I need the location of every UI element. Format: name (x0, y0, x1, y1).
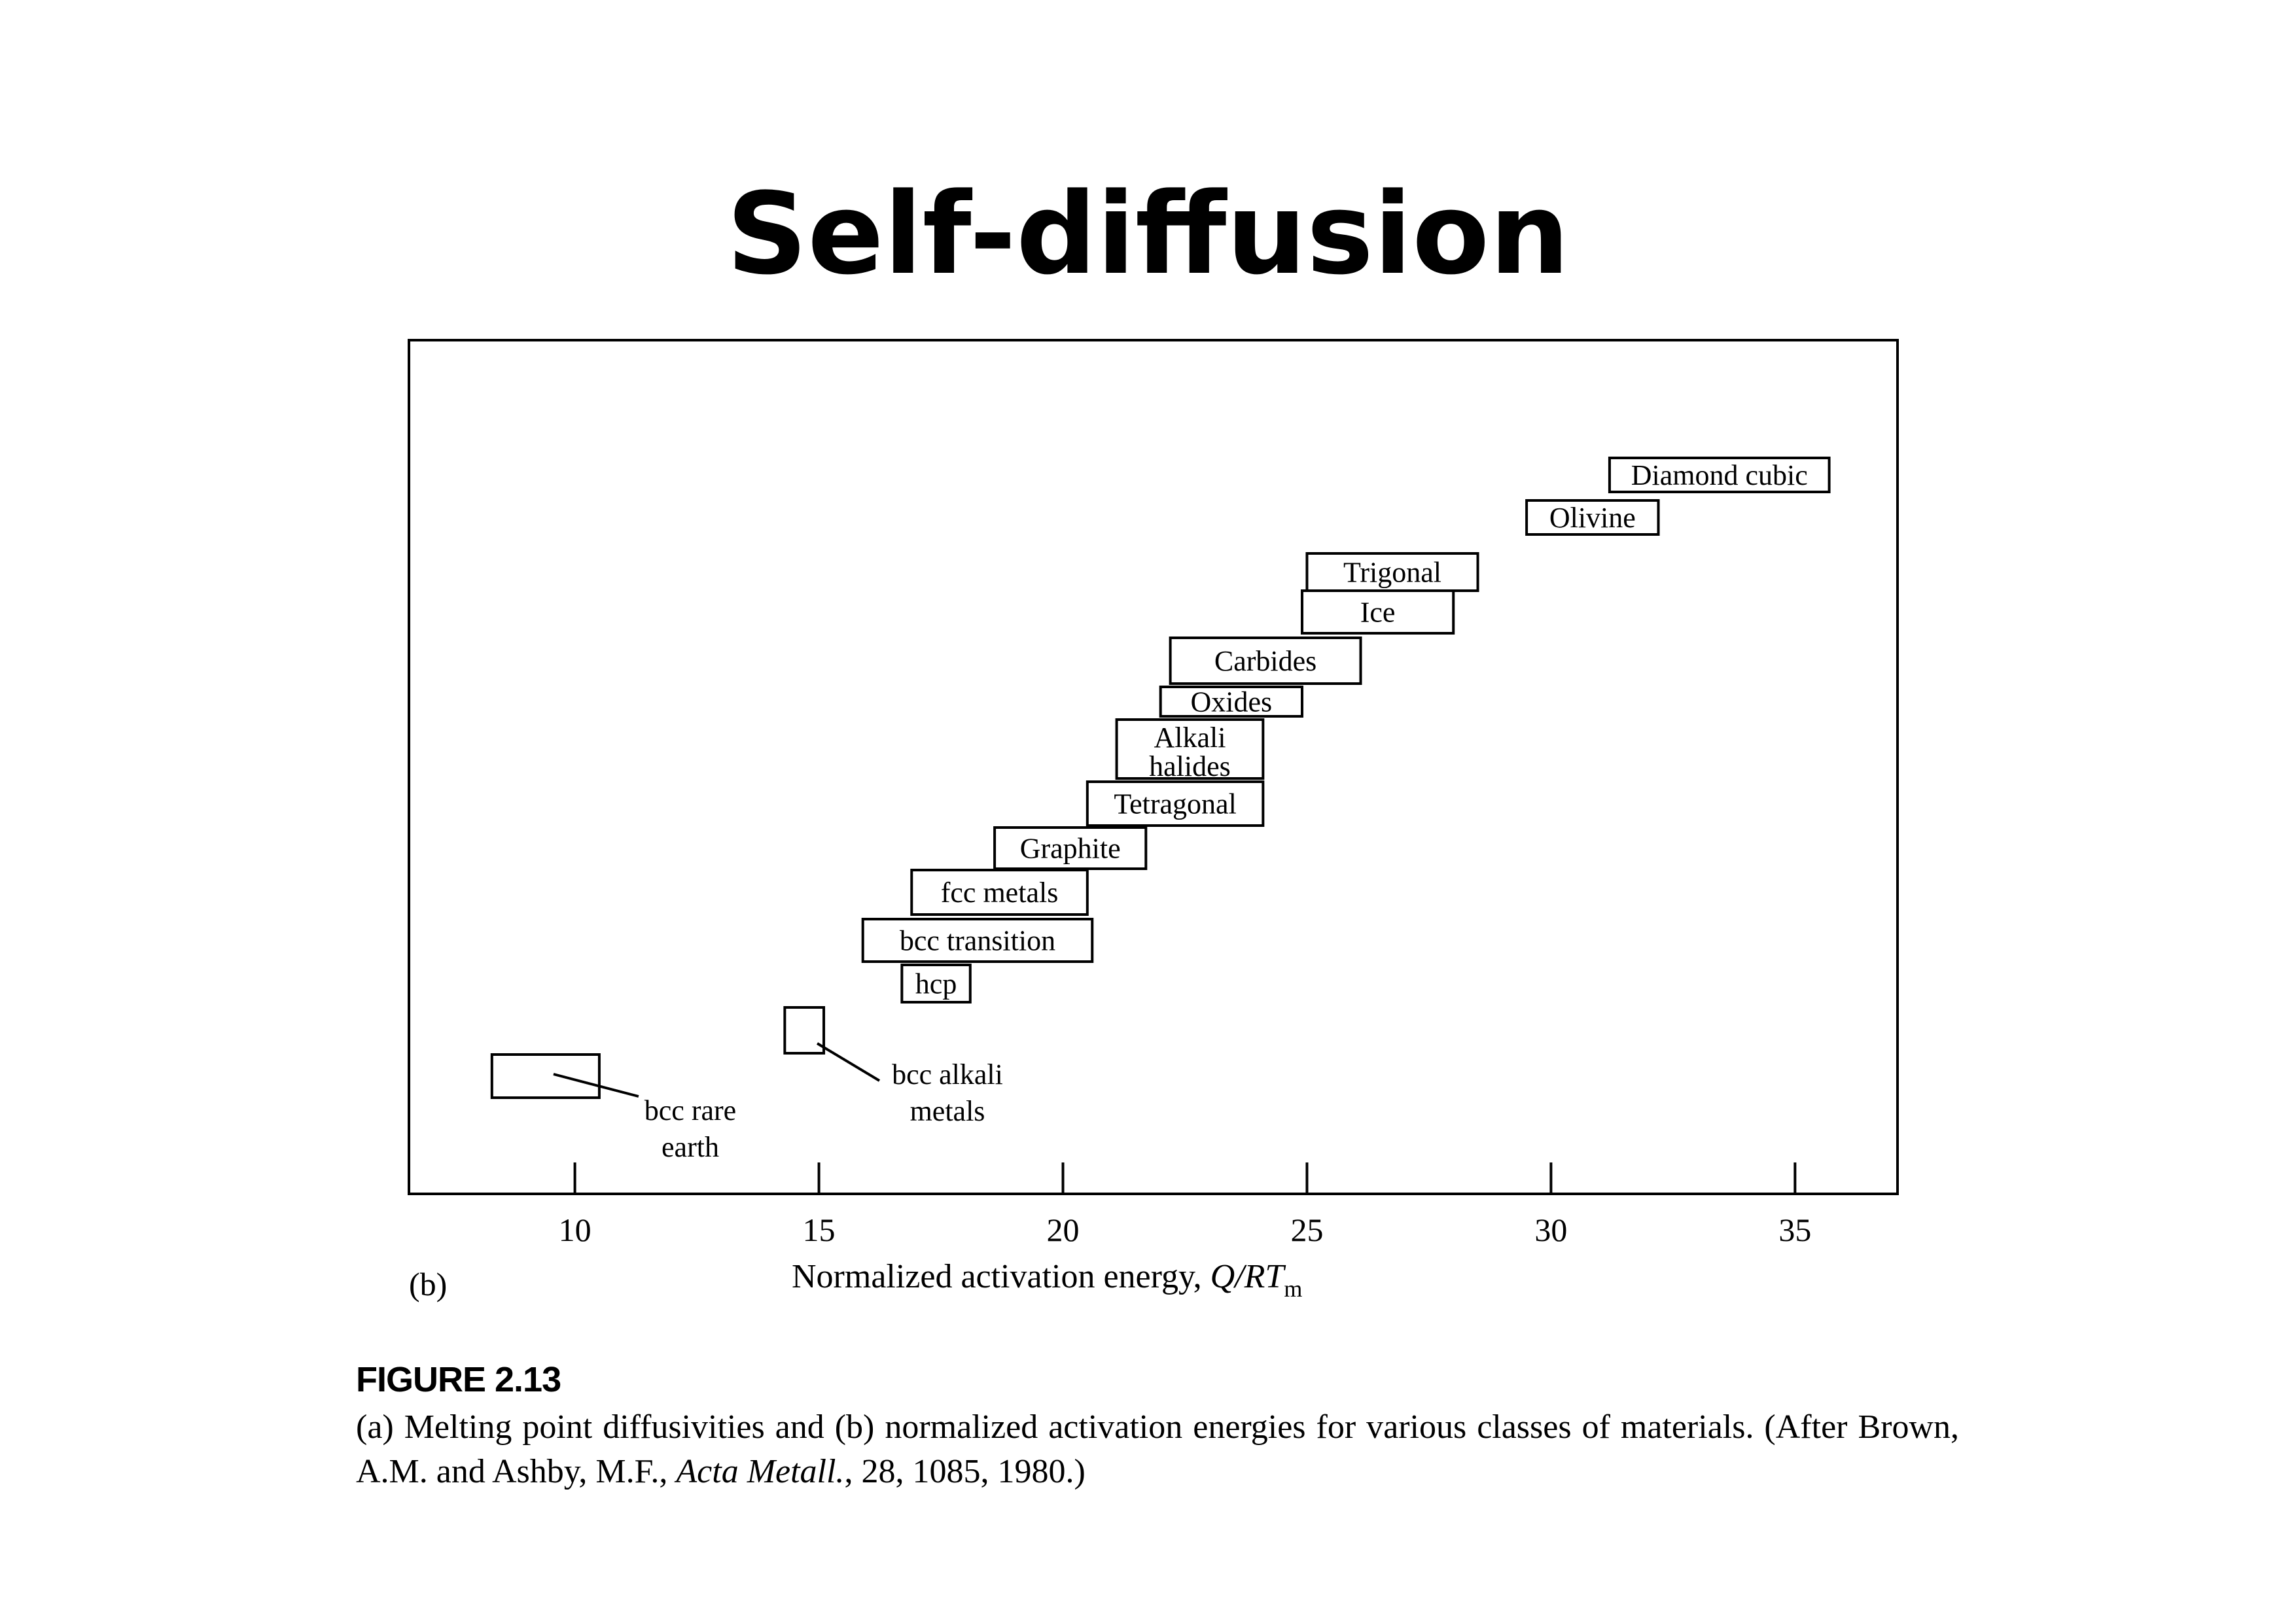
range-box-alkali-halides (1115, 718, 1265, 780)
range-label-bcc-alkali-metals: bcc alkali metals (892, 1058, 1003, 1127)
leader-bcc-rare-earth (553, 1073, 639, 1098)
range-ice: Ice (1301, 589, 1455, 635)
range-bcc-alkali-metals: bcc alkali metals (783, 1006, 1003, 1127)
range-box-bcc-transition (861, 918, 1094, 963)
x-tick-label-35: 35 (1778, 1212, 1811, 1248)
range-label-carbides: Carbides (1214, 645, 1316, 677)
range-label-diamond-cubic: Diamond cubic (1631, 459, 1808, 491)
range-box-ice (1301, 589, 1455, 635)
range-box-carbides (1169, 637, 1362, 685)
range-box-oxides (1159, 686, 1303, 718)
figure-caption-journal: Acta Metall. (676, 1453, 845, 1490)
range-box-hcp (900, 964, 972, 1003)
range-fcc-metals: fcc metals (910, 869, 1089, 916)
range-diamond-cubic: Diamond cubic (1608, 457, 1831, 493)
range-label-oxides: Oxides (1191, 686, 1273, 718)
range-olivine: Olivine (1525, 499, 1660, 536)
plot-frame (408, 339, 1899, 1195)
range-label-bcc-transition: bcc transition (900, 925, 1055, 957)
range-box-bcc-rare-earth (490, 1053, 601, 1099)
range-alkali-halides: Alkali halides (1115, 718, 1265, 782)
range-hcp: hcp (900, 964, 972, 1003)
x-tick-label-20: 20 (1047, 1212, 1080, 1248)
range-carbides: Carbides (1169, 637, 1362, 685)
leader-bcc-alkali-metals (816, 1042, 881, 1082)
range-box-graphite (993, 826, 1148, 870)
range-box-olivine (1525, 499, 1660, 536)
x-axis-label-text: Normalized activation energy, (792, 1258, 1210, 1295)
range-box-trigonal (1305, 552, 1479, 592)
x-axis-label-subscript: m (1284, 1276, 1302, 1302)
range-tetragonal: Tetragonal (1086, 780, 1265, 827)
range-box-tetragonal (1086, 780, 1265, 827)
range-label-tetragonal: Tetragonal (1114, 788, 1237, 820)
slide-title: Self-diffusion (726, 168, 1570, 300)
range-label-alkali-halides: Alkali halides (1149, 722, 1231, 782)
range-label-bcc-rare-earth: bcc rare earth (645, 1094, 736, 1163)
x-axis-label-math: Q/RT (1210, 1258, 1286, 1295)
x-tick-label-10: 10 (559, 1212, 592, 1248)
range-label-trigonal: Trigonal (1343, 557, 1441, 589)
range-bcc-rare-earth: bcc rare earth (490, 1053, 736, 1163)
range-box-diamond-cubic (1608, 457, 1831, 493)
x-axis-ticks (573, 1162, 1797, 1194)
panel-label: (b) (409, 1266, 447, 1302)
range-graphite: Graphite (993, 826, 1148, 870)
range-box-fcc-metals (910, 869, 1089, 916)
range-label-ice: Ice (1360, 597, 1396, 629)
x-axis-label: Normalized activation energy, Q/RTm (792, 1258, 1302, 1302)
x-tick-label-30: 30 (1534, 1212, 1567, 1248)
range-box-bcc-alkali-metals (783, 1006, 826, 1055)
range-trigonal: Trigonal (1305, 552, 1479, 592)
x-axis-tick-labels: 10 15 20 25 30 35 (559, 1212, 1812, 1248)
figure-number: FIGURE 2.13 (356, 1360, 561, 1399)
material-ranges: Diamond cubic Olivine Trigonal Ice Carbides O… (490, 457, 1831, 1163)
x-tick-label-25: 25 (1290, 1212, 1323, 1248)
range-label-graphite: Graphite (1020, 833, 1121, 865)
range-label-fcc-metals: fcc metals (941, 877, 1059, 909)
range-oxides: Oxides (1159, 686, 1303, 718)
range-label-hcp: hcp (915, 968, 957, 1000)
figure-caption-citation: , 28, 1085, 1980.) (844, 1453, 1086, 1490)
range-bcc-transition: bcc transition (861, 918, 1094, 963)
figure-caption: (a) Melting point diffusivities and (b) … (356, 1405, 1959, 1494)
x-tick-label-15: 15 (803, 1212, 836, 1248)
range-label-olivine: Olivine (1549, 502, 1636, 534)
figure-caption-text: (a) Melting point diffusivities and (b) … (356, 1408, 1959, 1490)
